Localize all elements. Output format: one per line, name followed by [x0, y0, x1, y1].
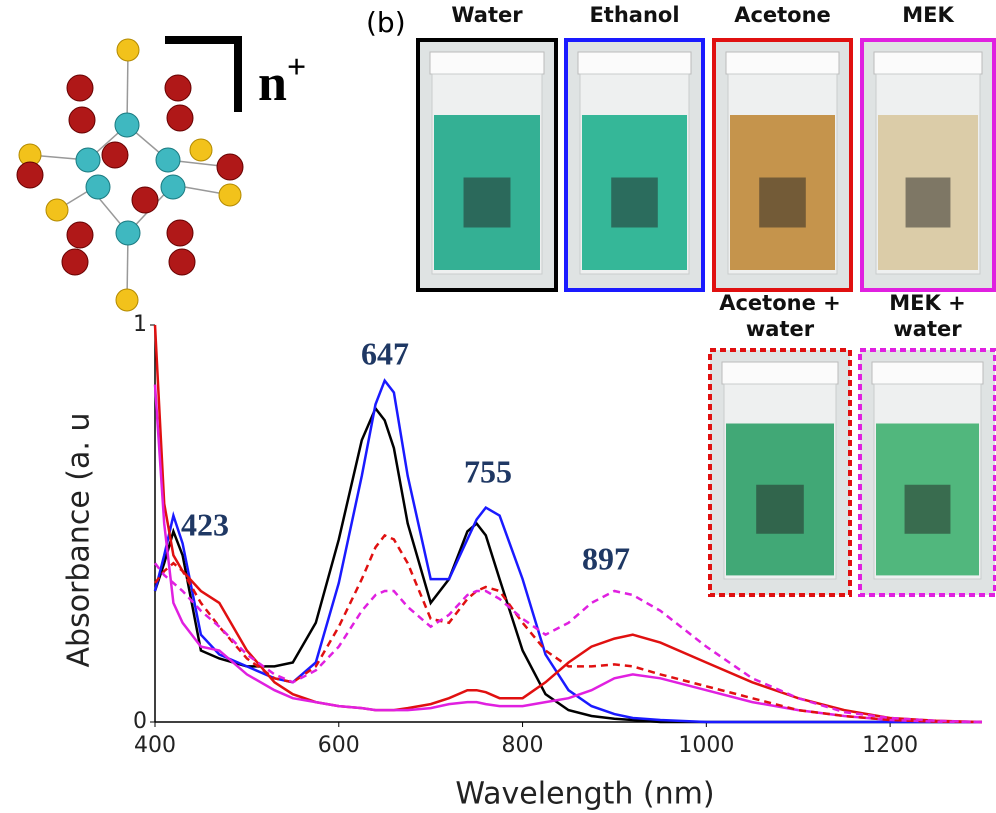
cuvette-label-box: Water	[414, 2, 560, 34]
y-tick-label: 1	[133, 312, 147, 337]
x-tick-label: 600	[318, 733, 360, 758]
y-axis-label: Absorbance (a. u	[62, 413, 97, 668]
cuvette-holder	[906, 178, 951, 228]
cuvette-label: Acetone + water	[706, 290, 854, 342]
cuvette-holder	[759, 178, 806, 228]
peak-label: 647	[361, 335, 409, 371]
x-tick-label: 1000	[678, 733, 734, 758]
cuvette-label-box: Ethanol	[562, 2, 707, 34]
cuvette-cap	[872, 362, 983, 384]
peak-label: 755	[464, 453, 512, 489]
cuvette-label: Ethanol	[562, 2, 707, 28]
cuvette-holder	[464, 178, 511, 228]
x-tick-label: 800	[502, 733, 544, 758]
cuvette-label-box: MEK + water	[856, 290, 996, 348]
cuvette-cap	[874, 52, 982, 74]
series-line	[155, 385, 982, 722]
cuvette-holder	[756, 485, 804, 534]
x-tick-label: 400	[134, 733, 176, 758]
molecule	[17, 39, 243, 311]
cuvette-label: MEK	[858, 2, 996, 28]
cuvette-cap	[578, 52, 691, 74]
panel-label: (b)	[366, 6, 406, 39]
cuvette-label-box: Acetone	[710, 2, 855, 34]
x-tick-label: 1200	[862, 733, 918, 758]
y-tick-label: 0	[133, 709, 147, 734]
cuvette-label: MEK + water	[856, 290, 996, 342]
cuvette-label: Acetone	[710, 2, 855, 28]
cuvette-cap	[722, 362, 838, 384]
x-axis-label: Wavelength (nm)	[455, 777, 714, 812]
series-line	[155, 535, 982, 722]
series-line	[155, 381, 982, 722]
figure: 400 600 800 1000 1200 0 1 Wavelength (nm) Absorb…	[0, 0, 996, 813]
cuvette-label: Water	[414, 2, 560, 28]
series-line	[155, 325, 982, 722]
cuvette-label-box: MEK	[858, 2, 996, 34]
charge-label: n+	[258, 49, 306, 112]
cuvette-holder	[611, 178, 658, 228]
cuvette-holder	[905, 485, 951, 534]
peak-label: 423	[181, 506, 229, 542]
cuvette-cap	[726, 52, 839, 74]
peak-label: 897	[582, 540, 630, 576]
cuvette-cap	[430, 52, 544, 74]
cuvette-label-box: Acetone + water	[706, 290, 854, 348]
series-line	[155, 408, 982, 722]
